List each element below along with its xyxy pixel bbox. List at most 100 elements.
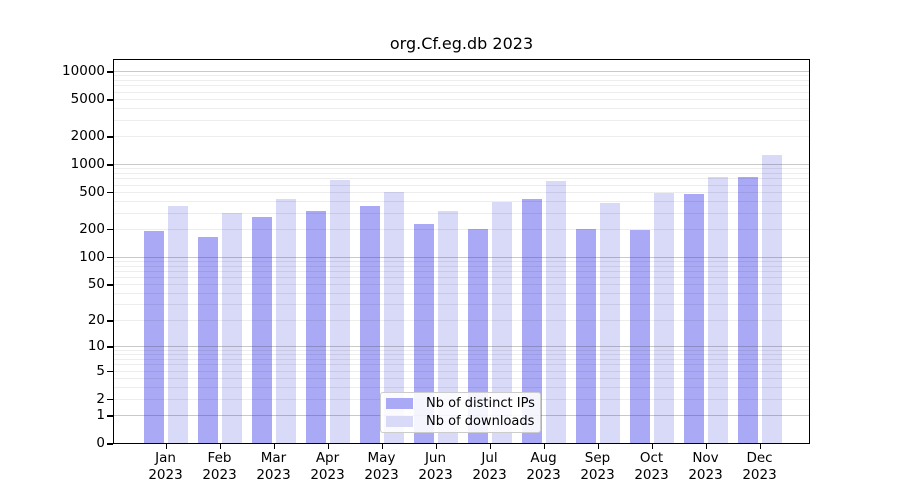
gridline-5000 [114,99,809,100]
y-tick-0 [107,443,113,445]
bar-downloads-dec [761,155,782,443]
bar-distinct-ips-may [359,205,380,443]
bar-downloads-aug [545,181,566,443]
x-tick-label-jun: Jun 2023 [418,450,453,483]
y-tick-2000 [107,136,113,138]
y-tick-50 [107,284,113,286]
gridline-90 [114,260,809,262]
y-tick-label-2: 2 [96,390,105,407]
x-tick-apr [327,444,329,449]
x-tick-feb [219,444,221,449]
gridline-6000 [114,91,809,93]
x-tick-jun [435,444,437,449]
gridline-9000 [114,75,809,77]
x-tick-sep [597,444,599,449]
x-tick-may [381,444,383,449]
gridline-8000 [114,80,809,81]
gridline-900 [114,168,809,170]
bar-downloads-nov [707,176,728,443]
x-tick-jul [489,444,491,449]
bar-distinct-ips-sep [575,228,596,443]
gridline-200 [114,228,809,230]
bar-distinct-ips-dec [737,176,758,443]
x-tick-label-feb: Feb 2023 [202,450,237,483]
bar-distinct-ips-apr [305,211,326,443]
bar-downloads-mar [275,198,296,443]
y-tick-label-500: 500 [79,183,105,200]
legend-swatch-distinct-ips [386,398,413,409]
legend-label-distinct-ips: Nb of distinct IPs [426,396,535,411]
y-tick-label-1000: 1000 [70,156,105,172]
x-tick-label-sep: Sep 2023 [580,450,615,483]
x-tick-label-dec: Dec 2023 [742,450,777,483]
x-tick-label-aug: Aug 2023 [526,450,561,483]
gridline-9 [114,350,809,351]
gridline-3 [114,387,809,388]
gridline-500 [114,191,809,193]
gridline-1000 [114,164,809,165]
legend-swatch-downloads [386,416,413,427]
gridline-4000 [114,108,809,109]
bar-downloads-oct [653,192,674,443]
y-tick-1000 [107,164,113,166]
gridline-2000 [114,136,809,137]
x-tick-mar [273,444,275,449]
gridline-10 [114,346,809,348]
x-tick-label-jan: Jan 2023 [148,450,183,483]
gridline-8 [114,354,809,356]
x-tick-nov [705,444,707,449]
gridline-10000 [114,71,809,72]
gridline-20 [114,320,809,321]
chart-title: org.Cf.eg.db 2023 [389,34,534,53]
gridline-60 [114,277,809,278]
legend-item-distinct-ips: Nb of distinct IPs [386,396,535,411]
y-tick-label-2000: 2000 [70,128,105,144]
gridline-4 [114,378,809,379]
x-tick-label-nov: Nov 2023 [688,450,723,483]
x-tick-label-jul: Jul 2023 [472,450,507,483]
gridline-800 [114,173,809,174]
legend-item-downloads: Nb of downloads [386,414,535,429]
gridline-100 [114,256,809,258]
gridline-700 [114,178,809,180]
x-tick-dec [759,444,761,449]
y-tick-label-200: 200 [79,220,105,237]
gridline-400 [114,200,809,202]
bar-downloads-apr [329,179,350,443]
x-tick-jan [165,444,167,449]
plot-area [113,59,810,444]
y-tick-label-100: 100 [79,248,105,265]
y-tick-10 [107,346,113,348]
gridline-50 [114,284,809,286]
x-tick-label-may: May 2023 [364,450,399,483]
x-tick-label-apr: Apr 2023 [310,450,345,483]
y-tick-5000 [107,99,113,101]
y-tick-label-20: 20 [87,312,105,328]
y-tick-100 [107,256,113,259]
gridline-300 [114,212,809,214]
y-tick-5 [107,370,113,373]
bar-distinct-ips-mar [251,216,272,443]
x-tick-label-mar: Mar 2023 [256,450,291,483]
y-tick-label-5000: 5000 [70,91,105,107]
y-tick-10000 [107,71,113,73]
gridline-30 [114,304,809,306]
y-tick-label-10000: 10000 [62,63,105,79]
y-tick-20 [107,320,113,322]
gridline-70 [114,270,809,272]
legend-label-downloads: Nb of downloads [426,414,535,429]
bar-distinct-ips-nov [683,194,704,443]
y-tick-label-1: 1 [96,407,105,423]
y-tick-1 [107,415,113,417]
bar-downloads-feb [221,212,242,443]
grid-layer [114,60,809,443]
gridline-40 [114,293,809,294]
x-tick-label-oct: Oct 2023 [634,450,669,483]
y-tick-label-10: 10 [87,338,105,355]
y-tick-label-5: 5 [96,362,105,379]
bar-downloads-jan [167,206,188,443]
y-tick-label-0: 0 [96,435,105,451]
bar-layer [114,60,809,443]
bar-downloads-sep [599,203,620,443]
